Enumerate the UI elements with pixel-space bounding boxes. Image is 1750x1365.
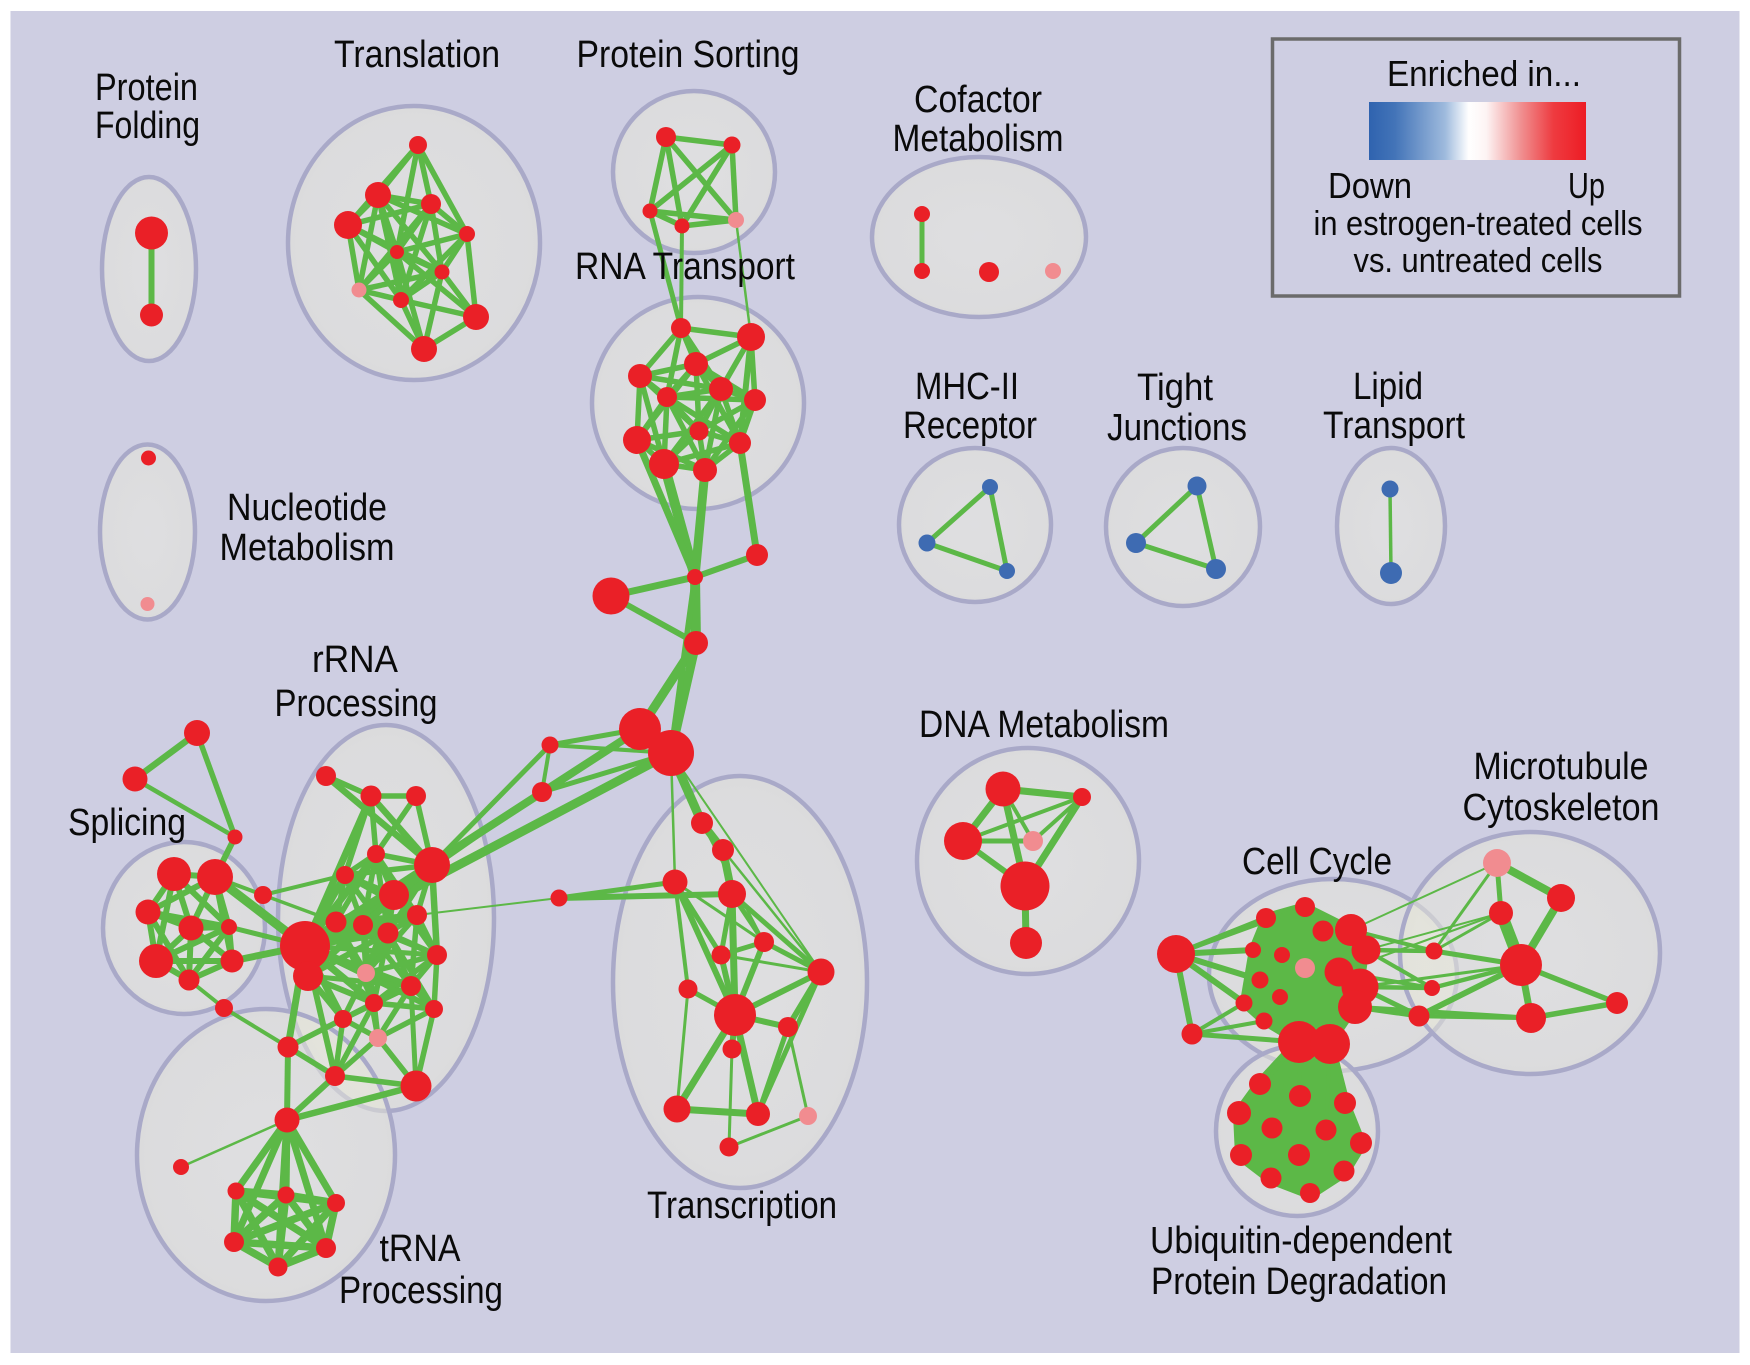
svg-text:Up: Up — [1568, 165, 1605, 206]
svg-text:Folding: Folding — [95, 105, 200, 147]
svg-text:Junctions: Junctions — [1107, 407, 1247, 449]
svg-text:Transcription: Transcription — [647, 1185, 837, 1227]
svg-text:Splicing: Splicing — [68, 802, 186, 844]
svg-text:Lipid: Lipid — [1353, 366, 1423, 408]
svg-text:DNA Metabolism: DNA Metabolism — [919, 704, 1169, 746]
svg-text:Ubiquitin-dependent: Ubiquitin-dependent — [1150, 1220, 1452, 1262]
svg-text:MHC-II: MHC-II — [915, 366, 1019, 408]
svg-text:Metabolism: Metabolism — [220, 527, 395, 569]
svg-text:Enriched in...: Enriched in... — [1387, 53, 1581, 94]
svg-text:in estrogen-treated cells: in estrogen-treated cells — [1314, 205, 1643, 243]
svg-text:rRNA: rRNA — [312, 639, 399, 681]
svg-text:Processing: Processing — [339, 1270, 503, 1312]
svg-text:Nucleotide: Nucleotide — [227, 487, 387, 529]
svg-text:Down: Down — [1328, 165, 1412, 206]
svg-text:Tight: Tight — [1137, 367, 1213, 409]
svg-text:Transport: Transport — [1323, 405, 1465, 447]
svg-text:RNA Transport: RNA Transport — [575, 246, 795, 288]
svg-text:tRNA: tRNA — [380, 1228, 462, 1270]
svg-text:Metabolism: Metabolism — [893, 118, 1064, 160]
svg-text:vs. untreated cells: vs. untreated cells — [1354, 242, 1603, 280]
svg-text:Microtubule: Microtubule — [1474, 746, 1649, 788]
svg-text:Receptor: Receptor — [903, 405, 1037, 447]
svg-text:Cytoskeleton: Cytoskeleton — [1463, 787, 1660, 829]
svg-text:Protein: Protein — [95, 67, 198, 109]
svg-text:Translation: Translation — [334, 34, 500, 76]
svg-text:Cell Cycle: Cell Cycle — [1242, 841, 1392, 883]
svg-text:Cofactor: Cofactor — [914, 79, 1042, 121]
svg-text:Protein Degradation: Protein Degradation — [1151, 1261, 1447, 1303]
svg-text:Protein Sorting: Protein Sorting — [577, 34, 800, 76]
svg-text:Processing: Processing — [275, 683, 438, 725]
